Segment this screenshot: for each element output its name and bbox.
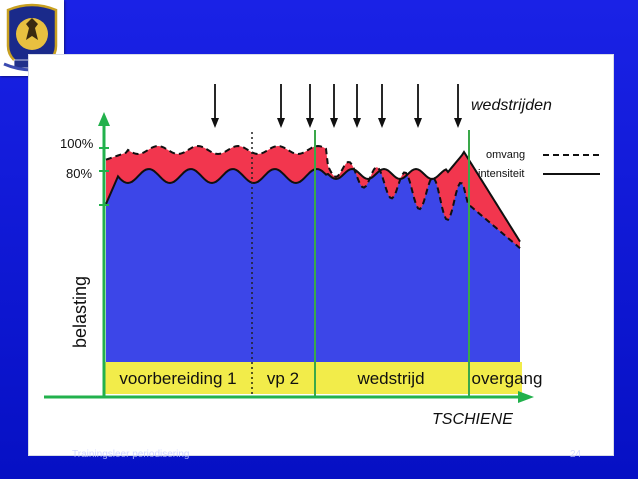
competition-arrowhead [277,118,285,128]
author-label: TSCHIENE [432,411,513,428]
competition-arrowhead [378,118,386,128]
x-axis-arrowhead [518,391,534,403]
phase-band [104,362,522,394]
competition-arrowhead [306,118,314,128]
competition-arrowhead [211,118,219,128]
competition-arrowhead [414,118,422,128]
phase-label-competition: wedstrijd [356,369,424,388]
footer-title: Trainingsleer periodisering [72,449,190,460]
legend: omvang intensiteit [478,149,600,180]
y-tick-label-80: 80% [66,166,92,181]
phase-label-preparation-1: voorbereiding 1 [119,369,236,388]
competition-arrowhead [454,118,462,128]
competition-arrows [211,84,462,128]
phase-label-transition: overgang [472,369,543,388]
volume-line [105,144,521,249]
footer-page-number: 24 [570,449,582,460]
legend-label-intensity: intensiteit [478,168,524,180]
competition-arrowhead [330,118,338,128]
y-tick-label-100: 100% [60,136,94,151]
y-axis-arrowhead [98,112,110,126]
intensity-line [105,150,521,243]
phase-label-preparation-2: vp 2 [267,369,299,388]
y-axis-label: belasting [70,276,90,348]
competitions-label: wedstrijden [471,97,552,114]
legend-label-volume: omvang [486,149,525,161]
intensity-area [106,169,520,362]
periodization-diagram: 100% 80% belasting wedstrijden omvang in… [44,84,600,428]
competition-arrowhead [353,118,361,128]
